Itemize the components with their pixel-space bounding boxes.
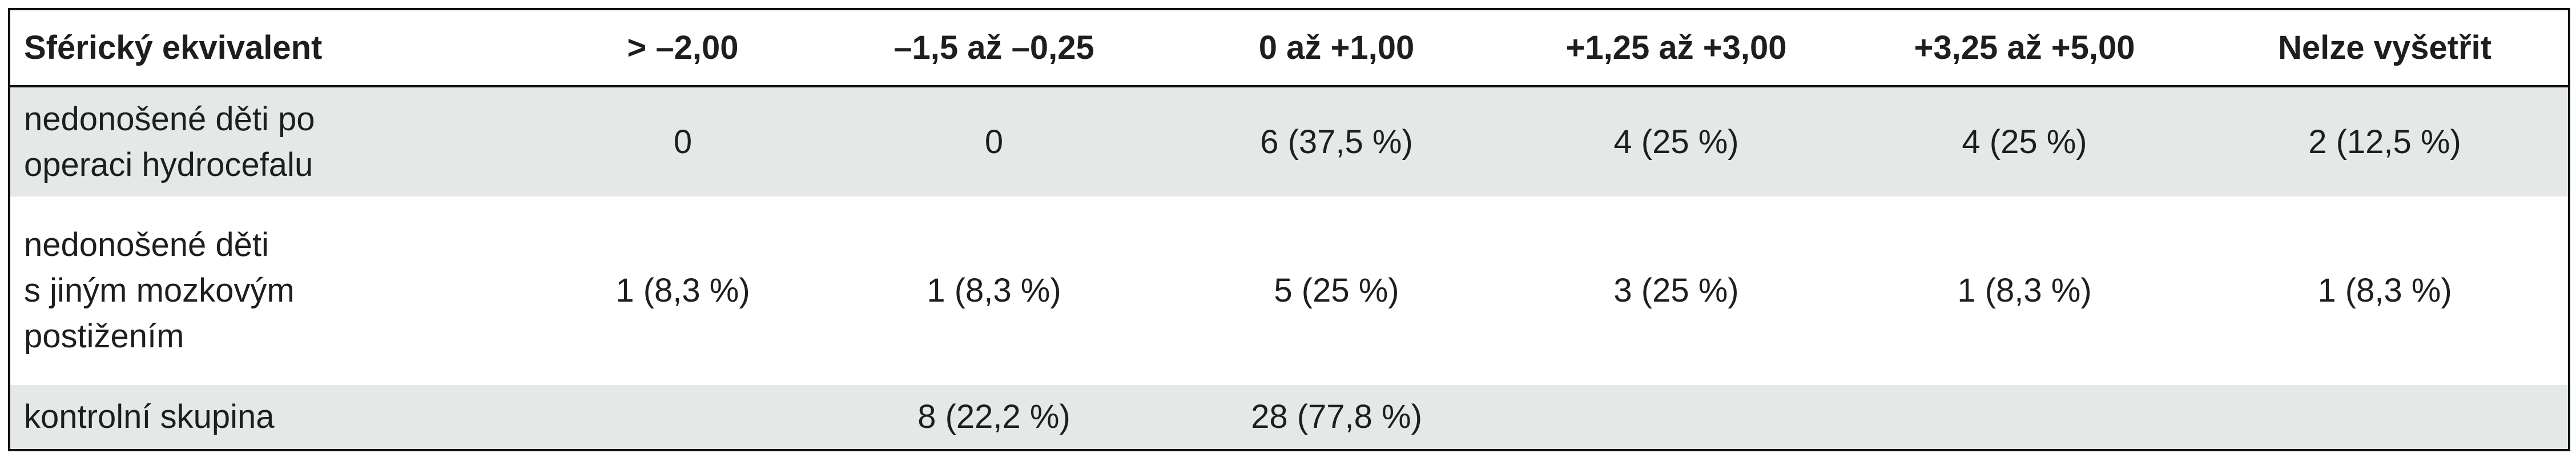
table-cell — [1505, 385, 1848, 450]
header-cell: +1,25 až +3,00 — [1505, 9, 1848, 87]
table-cell: 1 (8,3 %) — [1848, 197, 2201, 385]
label-line: kontrolní skupina — [24, 398, 275, 435]
table-cell: 0 — [820, 86, 1168, 197]
table-cell: 4 (25 %) — [1848, 86, 2201, 197]
table-row: nedonošené děti po operaci hydrocefalu 0 0 6… — [9, 86, 2569, 197]
table-cell: 1 (8,3 %) — [546, 197, 820, 385]
table-row: kontrolní skupina 8 (22,2 %) 28 (77,8 %) — [9, 385, 2569, 450]
table-cell: 1 (8,3 %) — [2201, 197, 2569, 385]
label-line: nedonošené děti — [24, 226, 269, 263]
table-cell: 5 (25 %) — [1168, 197, 1505, 385]
table-cell: 4 (25 %) — [1505, 86, 1848, 197]
table-cell: 28 (77,8 %) — [1168, 385, 1505, 450]
data-table: Sférický ekvivalent > –2,00 –1,5 až –0,25 0… — [8, 8, 2570, 451]
header-cell: > –2,00 — [546, 9, 820, 87]
table-body: nedonošené děti po operaci hydrocefalu 0 0 6… — [9, 86, 2569, 450]
table-cell: 2 (12,5 %) — [2201, 86, 2569, 197]
label-line: operaci hydrocefalu — [24, 146, 313, 183]
table-cell: 1 (8,3 %) — [820, 197, 1168, 385]
table-cell: 8 (22,2 %) — [820, 385, 1168, 450]
label-line: postižením — [24, 318, 184, 355]
header-cell: 0 až +1,00 — [1168, 9, 1505, 87]
header-cell: –1,5 až –0,25 — [820, 9, 1168, 87]
row-label: nedonošené děti po operaci hydrocefalu — [9, 86, 546, 197]
table-cell — [2201, 385, 2569, 450]
header-cell: Sférický ekvivalent — [9, 9, 546, 87]
header-cell: +3,25 až +5,00 — [1848, 9, 2201, 87]
table-cell — [546, 385, 820, 450]
label-line: s jiným mozkovým — [24, 272, 295, 309]
table-row: nedonošené děti s jiným mozkovým postižení… — [9, 197, 2569, 385]
table-cell: 0 — [546, 86, 820, 197]
row-label: kontrolní skupina — [9, 385, 546, 450]
table-cell: 3 (25 %) — [1505, 197, 1848, 385]
row-label: nedonošené děti s jiným mozkovým postižení… — [9, 197, 546, 385]
header-row: Sférický ekvivalent > –2,00 –1,5 až –0,25 0… — [9, 9, 2569, 87]
table-cell — [1848, 385, 2201, 450]
label-line: nedonošené děti po — [24, 100, 315, 138]
header-cell: Nelze vyšetřit — [2201, 9, 2569, 87]
table-cell: 6 (37,5 %) — [1168, 86, 1505, 197]
